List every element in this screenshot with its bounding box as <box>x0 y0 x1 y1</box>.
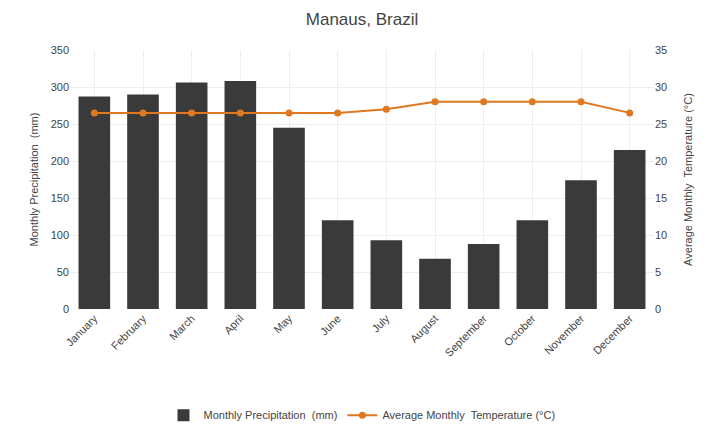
svg-text:0: 0 <box>655 303 661 315</box>
svg-text:50: 50 <box>57 266 69 278</box>
svg-text:October: October <box>501 312 537 348</box>
svg-text:February: February <box>109 312 149 352</box>
svg-text:15: 15 <box>655 192 667 204</box>
svg-text:30: 30 <box>655 81 667 93</box>
svg-text:Monthly Precipitation (mm): Monthly Precipitation (mm) <box>204 409 338 421</box>
svg-text:100: 100 <box>51 229 69 241</box>
svg-text:Average Monthly Temperature (: Average Monthly Temperature (°C) <box>382 409 555 421</box>
svg-text:0: 0 <box>63 303 69 315</box>
svg-text:25: 25 <box>655 118 667 130</box>
svg-text:Manaus, Brazil: Manaus, Brazil <box>306 10 418 29</box>
svg-text:250: 250 <box>51 118 69 130</box>
svg-text:August: August <box>408 312 441 345</box>
svg-text:350: 350 <box>51 44 69 56</box>
svg-text:July: July <box>369 312 392 335</box>
svg-text:300: 300 <box>51 81 69 93</box>
svg-text:20: 20 <box>655 155 667 167</box>
svg-text:September: September <box>442 312 489 359</box>
svg-text:May: May <box>271 312 295 336</box>
svg-text:150: 150 <box>51 192 69 204</box>
svg-text:35: 35 <box>655 44 667 56</box>
svg-text:January: January <box>63 312 100 349</box>
svg-text:200: 200 <box>51 155 69 167</box>
svg-text:June: June <box>318 312 343 337</box>
svg-text:Average Monthly Temperature (: Average Monthly Temperature (°C) <box>682 93 694 266</box>
svg-text:Monthly Precipitation (mm): Monthly Precipitation (mm) <box>28 113 40 247</box>
svg-text:November: November <box>542 312 587 357</box>
svg-text:5: 5 <box>655 266 661 278</box>
svg-text:December: December <box>591 312 636 357</box>
svg-text:10: 10 <box>655 229 667 241</box>
svg-text:March: March <box>167 312 197 342</box>
svg-text:April: April <box>222 312 246 336</box>
